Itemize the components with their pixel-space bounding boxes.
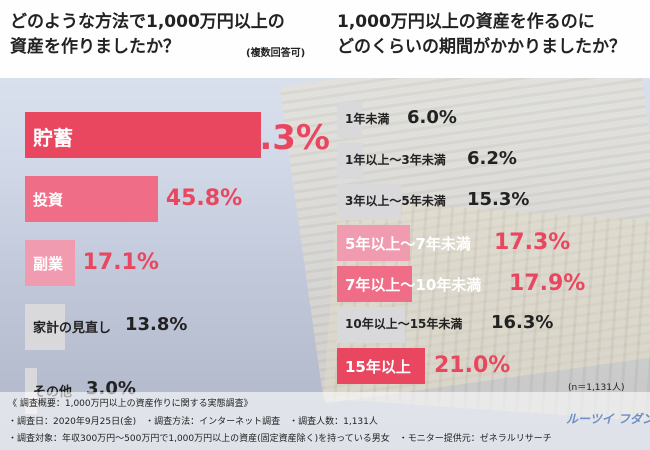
bar-label-duration-2: 3年以上〜5年未満 [345, 194, 446, 208]
bar-duration-4 [337, 266, 413, 302]
bar-value-method-3: 13.8% [125, 314, 188, 335]
brand-logo: ルーツイ フダン [566, 410, 650, 427]
bar-value-duration-4: 17.9% [509, 271, 586, 296]
bar-value-duration-1: 6.2% [467, 148, 517, 169]
question-2-line-1: 1,000万円以上の資産を作るのに [337, 12, 595, 32]
bar-value-method-2: 17.1% [82, 250, 159, 275]
bar-label-duration-3: 5年以上〜7年未満 [345, 235, 471, 253]
bar-value-method-1: 45.8% [165, 186, 243, 211]
survey-target: ・調査対象：年収300万円〜500万円で1,000万円以上の資産(固定資産除く)… [8, 434, 552, 444]
question-1-line-1: どのような方法で1,000万円以上の [10, 12, 285, 32]
sample-size-note: (n＝1,131人) [568, 383, 625, 393]
question-2-line-2: どのくらいの期間がかかりましたか？ [337, 37, 626, 57]
question-1-note: (複数回答可) [246, 48, 306, 59]
bar-label-method-0: 貯蓄 [33, 126, 73, 150]
footer: 《 調査概要：1,000万円以上の資産作りに関する実態調査》 ・調査日：2020… [0, 392, 650, 450]
bar-label-method-1: 投資 [33, 191, 64, 209]
bar-value-duration-2: 15.3% [467, 189, 530, 210]
brand-logo-text: ルーツイ フダン [566, 412, 650, 426]
bar-duration-3 [337, 225, 410, 261]
bar-value-duration-5: 16.3% [491, 312, 554, 333]
bar-value-duration-3: 17.3% [494, 230, 571, 255]
bar-label-method-2: 副業 [33, 255, 64, 273]
bar-value-duration-0: 6.0% [407, 107, 457, 128]
bar-method-0 [25, 112, 261, 158]
bar-value-duration-6: 21.0% [434, 353, 511, 378]
survey-overview: 《 調査概要：1,000万円以上の資産作りに関する実態調査》 [8, 399, 253, 409]
bar-duration-0 [337, 102, 363, 138]
bar-label-duration-4: 7年以上〜10年未満 [345, 276, 482, 294]
header: どのような方法で1,000万円以上の 資産を作りましたか？ (複数回答可) 1,… [0, 0, 650, 78]
bar-method-3 [25, 304, 66, 350]
bar-duration-5 [337, 307, 406, 343]
bar-method-2 [25, 240, 75, 286]
bar-label-duration-1: 1年以上〜3年未満 [345, 153, 446, 167]
bar-value-method-0: 81.3% [212, 118, 330, 158]
bar-label-duration-6: 15年以上 [345, 358, 411, 376]
bar-label-method-3: 家計の見直し [33, 321, 112, 336]
bar-method-1 [25, 176, 158, 222]
bar-label-duration-5: 10年以上〜15年未満 [345, 317, 463, 331]
question-1-title: どのような方法で1,000万円以上の 資産を作りましたか？ [10, 10, 285, 60]
question-2-title: 1,000万円以上の資産を作るのに どのくらいの期間がかかりましたか？ [337, 10, 626, 60]
question-1-line-2: 資産を作りましたか？ [10, 37, 180, 57]
bar-duration-2 [337, 184, 402, 220]
bar-label-duration-0: 1年未満 [345, 112, 390, 126]
bar-duration-1 [337, 143, 364, 179]
survey-details: ・調査日：2020年9月25日(金) ・調査方法：インターネット調査 ・調査人数… [8, 417, 378, 427]
bar-duration-6 [337, 348, 426, 384]
